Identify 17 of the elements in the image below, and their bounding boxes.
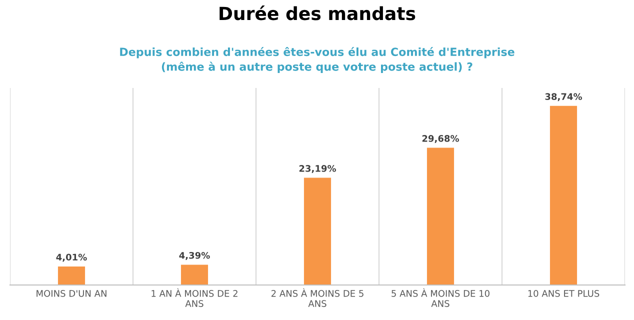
x-tick-label: 1 AN À MOINS DE 2 ANS [152,288,238,307]
chart-subtitle: Depuis combien d'années êtes-vous élu au Comité d'Entreprise (même à un autre poste que votre poste actuel) ? [120,47,514,73]
bar [58,266,86,285]
x-tick-label: MOINS D'UN AN [36,290,106,297]
x-tick-label: 10 ANS ET PLUS [528,290,600,297]
data-label: 38,74% [545,93,582,102]
bar [426,148,454,285]
x-tick-label: 2 ANS À MOINS DE 5 ANS [271,288,364,307]
data-label: 29,68% [422,135,460,144]
bar [304,178,332,285]
data-label: 4,39% [179,252,210,260]
chart-title: Durée des mandats [220,6,416,20]
bar [180,264,208,285]
x-tick-label: 5 ANS À MOINS DE 10 ANS [392,288,490,307]
data-label: 4,01% [56,254,87,262]
bar [550,106,578,285]
data-label: 23,19% [299,165,336,174]
